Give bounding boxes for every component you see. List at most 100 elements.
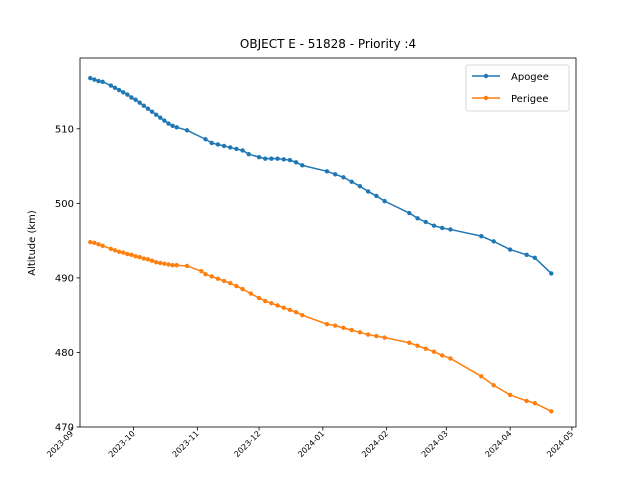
perigee-point <box>415 343 420 348</box>
perigee-point <box>121 250 126 255</box>
apogee-point <box>423 219 428 225</box>
plot-area <box>88 75 554 414</box>
perigee-line <box>90 241 552 413</box>
perigee-point <box>125 251 130 257</box>
apogee-point <box>365 189 371 194</box>
perigee-point <box>407 340 412 345</box>
legend-label: Apogee <box>511 72 549 83</box>
apogee-point <box>275 156 280 161</box>
axes: 470 480 490 500 510 2023-09 2023-10 2023-11 2023… <box>45 57 577 459</box>
perigee-point <box>112 248 118 253</box>
apogee-point <box>162 118 167 123</box>
apogee-point <box>149 109 155 114</box>
y-axis-label: Altitude (km) <box>27 210 38 276</box>
perigee-point <box>382 335 387 340</box>
perigee-point <box>215 276 221 281</box>
perigee-point <box>149 258 155 263</box>
legend-marker <box>483 73 489 79</box>
perigee-point <box>174 263 179 268</box>
perigee-point <box>374 333 379 339</box>
perigee-point <box>357 330 363 335</box>
apogee-point <box>431 223 437 228</box>
apogee-point <box>153 112 159 117</box>
perigee-point <box>92 240 97 246</box>
x-tick-label: 2024-05 <box>545 429 575 459</box>
apogee-point <box>287 157 293 163</box>
perigee-point <box>341 325 346 331</box>
y-tick-label: 500 <box>55 199 74 210</box>
perigee-point <box>133 254 138 259</box>
perigee-point <box>153 260 159 265</box>
legend-item-perigee: Perigee <box>472 94 548 105</box>
perigee-point <box>228 280 233 286</box>
legend-label: Perigee <box>511 94 548 105</box>
apogee-point <box>374 193 379 199</box>
perigee-point <box>108 246 114 252</box>
apogee-point <box>349 179 354 184</box>
perigee-point <box>431 349 437 354</box>
perigee-point <box>524 398 529 404</box>
perigee-point <box>256 295 262 301</box>
perigee-point <box>491 383 496 388</box>
perigee-point <box>166 262 171 267</box>
perigee-point <box>349 327 354 333</box>
apogee-point <box>293 160 299 165</box>
apogee-point <box>184 128 190 133</box>
legend-marker <box>483 95 489 101</box>
perigee-point <box>234 283 239 289</box>
apogee-point <box>382 198 387 204</box>
apogee-point <box>112 85 118 91</box>
chart-title: OBJECT E - 51828 - Priority :4 <box>240 37 416 51</box>
perigee-point <box>507 392 513 398</box>
perigee-point <box>333 323 338 328</box>
apogee-point <box>415 216 420 221</box>
perigee-point <box>248 291 254 296</box>
y-tick-label: 480 <box>55 348 74 359</box>
apogee-point <box>324 169 330 174</box>
apogee-point <box>215 142 221 147</box>
x-tick-label: 2023-10 <box>107 429 137 459</box>
apogee-point <box>228 145 233 150</box>
perigee-point <box>287 307 293 313</box>
apogee-point <box>108 83 114 88</box>
perigee-point <box>145 257 151 262</box>
apogee-point <box>96 78 101 84</box>
apogee-point <box>234 146 239 152</box>
apogee-point <box>357 184 363 189</box>
apogee-point <box>116 87 122 93</box>
series-apogee <box>88 75 554 276</box>
apogee-point <box>166 121 171 126</box>
apogee-point <box>203 137 208 142</box>
perigee-point <box>88 239 93 245</box>
apogee-point <box>524 252 529 257</box>
y-tick-label: 470 <box>55 423 74 434</box>
perigee-point <box>162 261 167 266</box>
x-tick-label: 2024-01 <box>296 429 326 459</box>
perigee-point <box>221 278 227 284</box>
apogee-point <box>281 157 286 162</box>
apogee-point <box>549 271 554 276</box>
perigee-point <box>479 374 484 379</box>
perigee-point <box>324 321 330 327</box>
apogee-point <box>256 154 262 160</box>
apogee-point <box>92 77 97 82</box>
perigee-point <box>137 254 142 260</box>
apogee-point <box>170 123 175 129</box>
apogee-point <box>333 172 338 177</box>
apogee-point <box>88 75 93 81</box>
apogee-point <box>137 100 142 105</box>
x-tick-label: 2024-03 <box>420 429 450 459</box>
perigee-point <box>203 271 208 277</box>
legend: Apogee Perigee <box>465 64 570 112</box>
apogee-point <box>341 175 346 180</box>
apogee-point <box>133 97 138 102</box>
apogee-point <box>121 90 126 95</box>
perigee-point <box>281 305 286 310</box>
perigee-point <box>116 249 122 255</box>
apogee-point <box>448 227 453 232</box>
perigee-point <box>365 332 371 337</box>
perigee-point <box>170 263 175 268</box>
x-tick-label: 2024-02 <box>360 429 390 459</box>
perigee-point <box>440 353 445 358</box>
perigee-point <box>158 260 163 266</box>
